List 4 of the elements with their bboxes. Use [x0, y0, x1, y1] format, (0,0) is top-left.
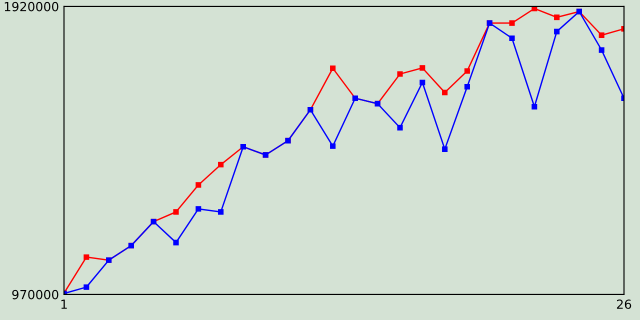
x-tick-label: 1 [61, 300, 67, 309]
y-tick-label: 970000 [12, 290, 58, 300]
y-tick-label: 1920000 [4, 2, 58, 12]
x-tick-label: 26 [616, 299, 632, 309]
